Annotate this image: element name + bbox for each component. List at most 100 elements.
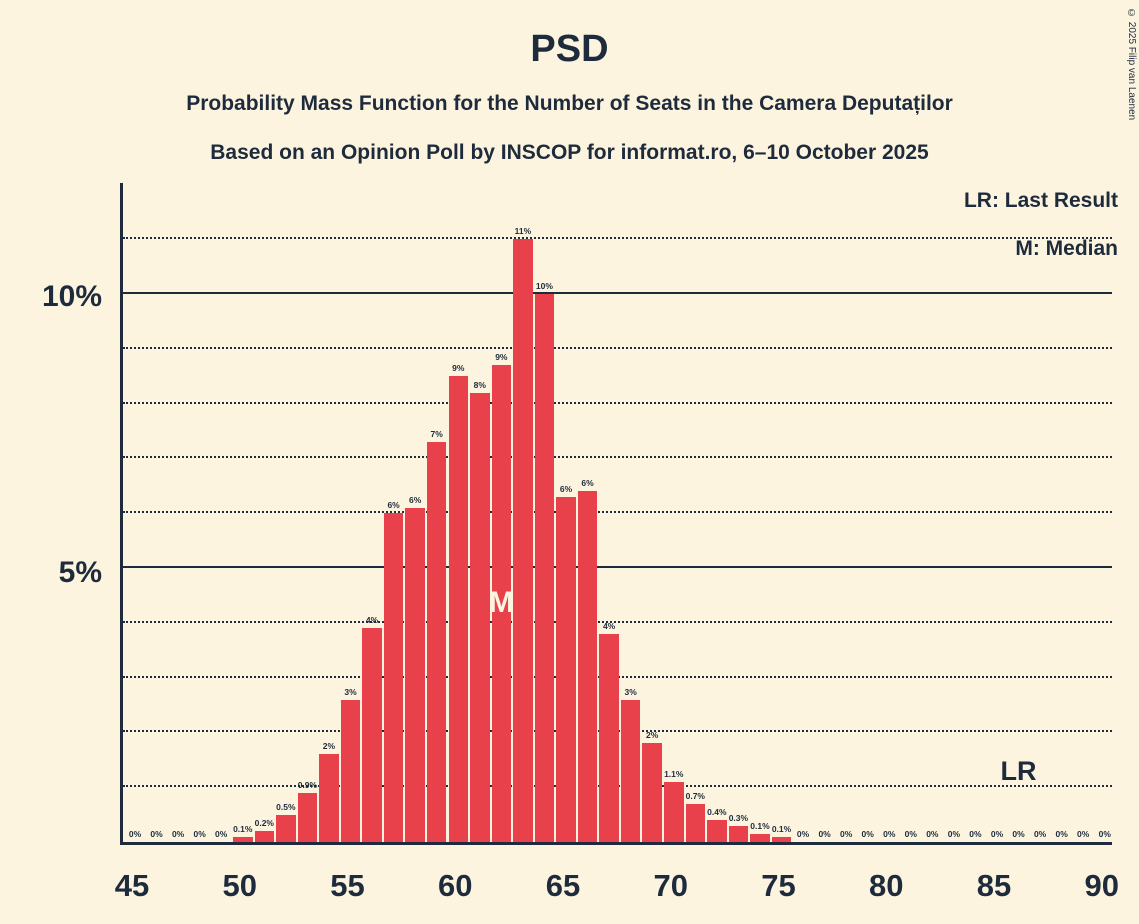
- bar-value-label-seat-55: 3%: [344, 686, 357, 697]
- bar-seat-64: [534, 294, 555, 842]
- bar-value-label-seat-48: 0%: [193, 829, 206, 839]
- bar-seat-57: [383, 513, 404, 842]
- bar-value-label-seat-81: 0%: [904, 829, 917, 839]
- bar-value-label-seat-74: 0.1%: [750, 820, 770, 831]
- bar-value-label-seat-79: 0%: [861, 829, 874, 839]
- bar-seat-72: [707, 820, 727, 842]
- bar-value-label-seat-76: 0%: [796, 829, 810, 839]
- gridline-solid-10pct: [123, 292, 1112, 294]
- bar-seat-51: [254, 831, 275, 842]
- bar-value-label-seat-65: 6%: [559, 483, 573, 494]
- median-marker: M: [488, 586, 514, 619]
- bar-value-label-seat-90: 0%: [1098, 829, 1111, 839]
- bar-value-label-seat-88: 0%: [1055, 829, 1068, 839]
- bar-seat-63: [513, 239, 533, 842]
- bar-seat-69: [642, 743, 662, 842]
- bar-value-label-seat-84: 0%: [969, 829, 982, 839]
- gridline-dotted-9pct: [123, 346, 1112, 349]
- bar-value-label-seat-80: 0%: [883, 829, 896, 839]
- gridline-solid-5pct: [123, 566, 1112, 568]
- bar-seat-50: [233, 836, 253, 842]
- gridline-dotted-7pct: [123, 456, 1112, 459]
- bar-value-label-seat-82: 0%: [926, 829, 939, 839]
- bar-value-label-seat-66: 6%: [581, 478, 594, 489]
- x-tick-label-75: 75: [761, 868, 796, 903]
- bar-seat-54: [319, 754, 339, 842]
- bar-value-label-seat-77: 0%: [818, 829, 831, 839]
- bar-value-label-seat-72: 0.4%: [707, 807, 727, 818]
- bar-value-label-seat-52: 0.5%: [276, 801, 296, 812]
- bar-value-label-seat-45: 0%: [128, 829, 142, 839]
- bar-value-label-seat-87: 0%: [1033, 829, 1047, 839]
- x-tick-label-45: 45: [114, 868, 150, 903]
- bar-value-label-seat-64: 10%: [535, 281, 553, 291]
- bar-seat-52: [276, 814, 296, 842]
- bar-value-label-seat-78: 0%: [839, 829, 853, 839]
- bar-value-label-seat-59: 7%: [430, 428, 443, 439]
- bar-value-label-seat-60: 9%: [452, 363, 465, 374]
- bar-seat-71: [685, 803, 706, 842]
- bar-seat-61: [470, 392, 490, 842]
- bar-value-label-seat-83: 0%: [947, 829, 961, 839]
- x-tick-label-55: 55: [330, 868, 365, 903]
- x-tick-label-70: 70: [653, 868, 688, 903]
- bar-value-label-seat-61: 8%: [473, 379, 486, 390]
- bar-seat-62: [491, 365, 512, 842]
- legend-median: M: Median: [1015, 237, 1118, 260]
- bar-value-label-seat-62: 9%: [495, 352, 508, 363]
- bar-value-label-seat-49: 0%: [215, 829, 228, 839]
- x-tick-label-80: 80: [869, 868, 904, 903]
- bar-seat-58: [405, 507, 425, 842]
- y-axis-label-10pct: 10%: [41, 280, 102, 313]
- last-result-marker: LR: [1000, 756, 1037, 786]
- gridline-dotted-6pct: [123, 511, 1112, 514]
- bar-value-label-seat-73: 0.3%: [728, 812, 749, 823]
- bar-value-label-seat-47: 0%: [171, 829, 185, 839]
- bar-seat-59: [426, 441, 447, 842]
- x-tick-label-60: 60: [438, 868, 473, 903]
- bar-value-label-seat-51: 0.2%: [254, 818, 274, 829]
- bar-value-label-seat-56: 4%: [365, 615, 379, 626]
- bar-value-label-seat-46: 0%: [150, 829, 163, 839]
- bar-value-label-seat-69: 2%: [646, 730, 659, 741]
- bar-seat-67: [599, 633, 619, 842]
- gridline-dotted-8pct: [123, 401, 1112, 404]
- copyright-notice: © 2025 Filip van Laenen: [1126, 8, 1137, 121]
- bar-value-label-seat-63: 11%: [514, 226, 532, 237]
- bar-seat-68: [620, 699, 641, 842]
- bar-value-label-seat-89: 0%: [1077, 829, 1090, 839]
- bar-value-label-seat-68: 3%: [624, 686, 637, 697]
- gridline-dotted-4pct: [123, 620, 1112, 623]
- bar-value-label-seat-75: 0.1%: [771, 823, 792, 834]
- x-tick-label-50: 50: [222, 868, 257, 903]
- gridline-dotted-11pct: [123, 237, 1112, 240]
- bar-seat-60: [448, 376, 468, 842]
- bar-seat-74: [750, 833, 770, 842]
- y-axis-label-5pct: 5%: [58, 556, 102, 589]
- x-tick-label-65: 65: [545, 868, 581, 903]
- chart-title: PSD: [530, 28, 609, 70]
- bar-value-label-seat-53: 0.9%: [297, 779, 318, 790]
- bar-seat-70: [664, 781, 684, 842]
- bar-seat-53: [297, 792, 318, 842]
- bar-value-label-seat-70: 1.1%: [664, 768, 684, 779]
- bar-value-label-seat-85: 0%: [990, 829, 1004, 839]
- bar-value-label-seat-54: 2%: [322, 741, 336, 752]
- bar-seat-65: [556, 496, 576, 842]
- bar-seat-66: [577, 491, 598, 842]
- bar-seat-73: [728, 825, 749, 842]
- chart-subtitle-line1: Probability Mass Function for the Number…: [186, 92, 953, 115]
- bar-seat-55: [340, 699, 361, 842]
- bar-value-label-seat-58: 6%: [408, 494, 422, 505]
- x-tick-label-85: 85: [976, 868, 1012, 903]
- bar-seat-75: [771, 836, 792, 842]
- chart-subtitle-line2: Based on an Opinion Poll by INSCOP for i…: [210, 141, 929, 164]
- bar-seat-56: [362, 628, 382, 842]
- legend-last-result: LR: Last Result: [963, 189, 1118, 212]
- plot-area: 0% 0% 0% 0% 0% 0.1% 0.2% 0.5% 0.9% 2% 3% 4% 6% 6% 7% 9%…: [120, 183, 1112, 845]
- bar-value-label-seat-50: 0.1%: [233, 823, 253, 834]
- bar-value-label-seat-67: 4%: [602, 620, 616, 631]
- bar-value-label-seat-71: 0.7%: [685, 790, 705, 801]
- bar-value-label-seat-86: 0%: [1012, 829, 1025, 839]
- bar-value-label-seat-57: 6%: [387, 500, 400, 511]
